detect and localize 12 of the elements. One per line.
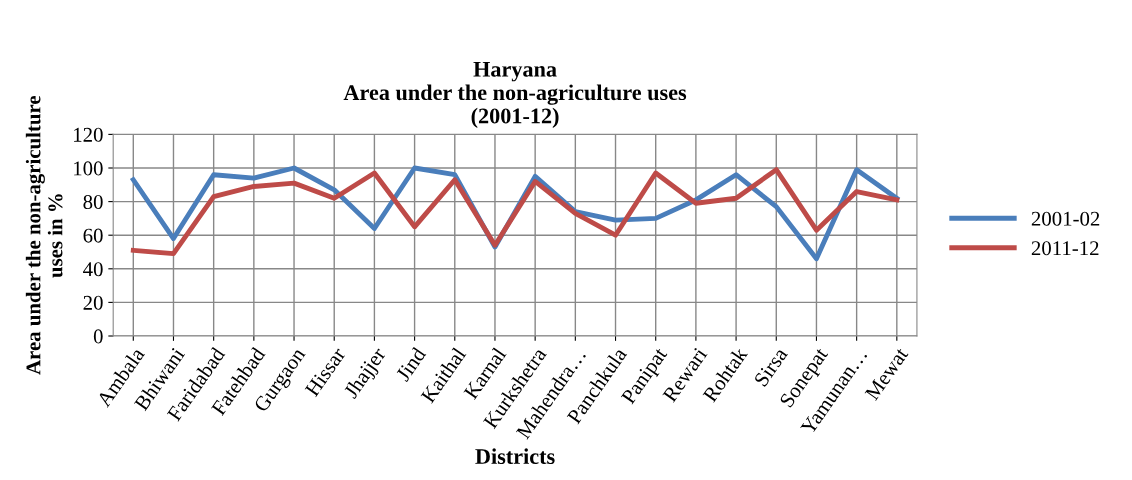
legend-label: 2001-02: [1031, 211, 1100, 226]
y-tick-label: 100: [74, 161, 103, 176]
y-tick-label: 40: [83, 262, 103, 277]
y-tick-label: 120: [74, 127, 103, 142]
y-tick-label: 80: [83, 194, 103, 210]
chart-title: Haryana Area under the non-agriculture uses (2001-12): [343, 62, 687, 129]
y-tick-label: 0: [93, 329, 103, 344]
y-tick-label: 60: [83, 228, 103, 243]
x-axis-title: Districts: [475, 448, 555, 464]
y-axis-title: Area under the non-agriculture uses in %: [25, 95, 63, 375]
y-tick-label: 20: [83, 295, 103, 310]
legend-label: 2011-12: [1031, 241, 1099, 256]
